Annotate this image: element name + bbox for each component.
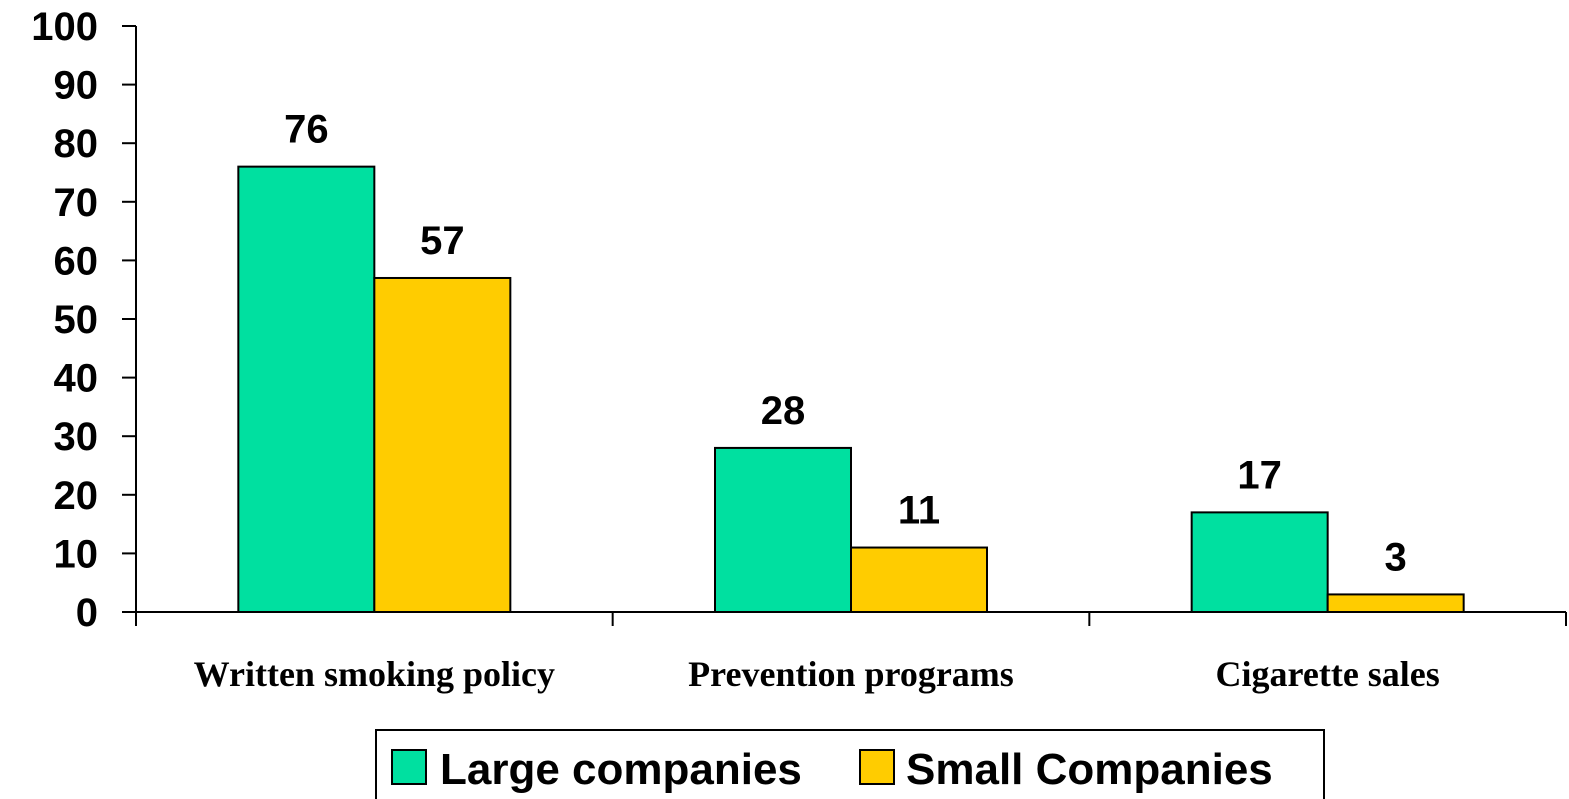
y-axis: 0 10 20 30 40 50 60 70 80 90 100 — [31, 5, 137, 635]
y-tick-label: 30 — [54, 415, 99, 459]
bar-small-0 — [373, 276, 512, 613]
category-label: Cigarette sales — [1216, 654, 1440, 694]
bar-small-2 — [1326, 593, 1465, 613]
legend-swatch — [391, 749, 427, 785]
y-tick-label: 10 — [54, 532, 99, 576]
y-tick-label: 60 — [54, 239, 99, 283]
legend: Large companies Small Companies — [375, 729, 1325, 799]
bar-large-2 — [1190, 511, 1329, 614]
data-label: 3 — [1385, 535, 1407, 579]
y-tick-label: 80 — [54, 122, 99, 166]
y-tick-label: 70 — [54, 181, 99, 225]
y-tick-label: 100 — [31, 5, 98, 49]
y-tick-label: 40 — [54, 357, 99, 401]
data-label: 76 — [284, 108, 329, 152]
legend-box — [375, 729, 1325, 799]
y-tick-label: 90 — [54, 64, 99, 108]
bar-large-0 — [237, 165, 376, 613]
data-labels: 76 57 28 11 17 3 — [284, 108, 1407, 580]
data-label: 11 — [898, 489, 940, 533]
y-tick-label: 20 — [54, 474, 99, 518]
category-label: Prevention programs — [688, 654, 1014, 694]
category-labels: Written smoking policy Prevention program… — [194, 654, 1440, 694]
bar-large-1 — [714, 446, 852, 614]
y-tick-label: 50 — [54, 298, 99, 342]
bars — [237, 165, 1465, 614]
legend-swatch — [859, 749, 895, 785]
category-label: Written smoking policy — [194, 654, 555, 694]
bar-small-1 — [850, 546, 988, 613]
y-tick-label: 0 — [76, 591, 98, 635]
data-label: 17 — [1237, 453, 1282, 497]
x-axis — [135, 611, 1567, 626]
legend-label: Large companies — [440, 745, 802, 794]
data-label: 28 — [761, 389, 806, 433]
legend-label: Small Companies — [906, 745, 1273, 794]
data-label: 57 — [420, 219, 465, 263]
